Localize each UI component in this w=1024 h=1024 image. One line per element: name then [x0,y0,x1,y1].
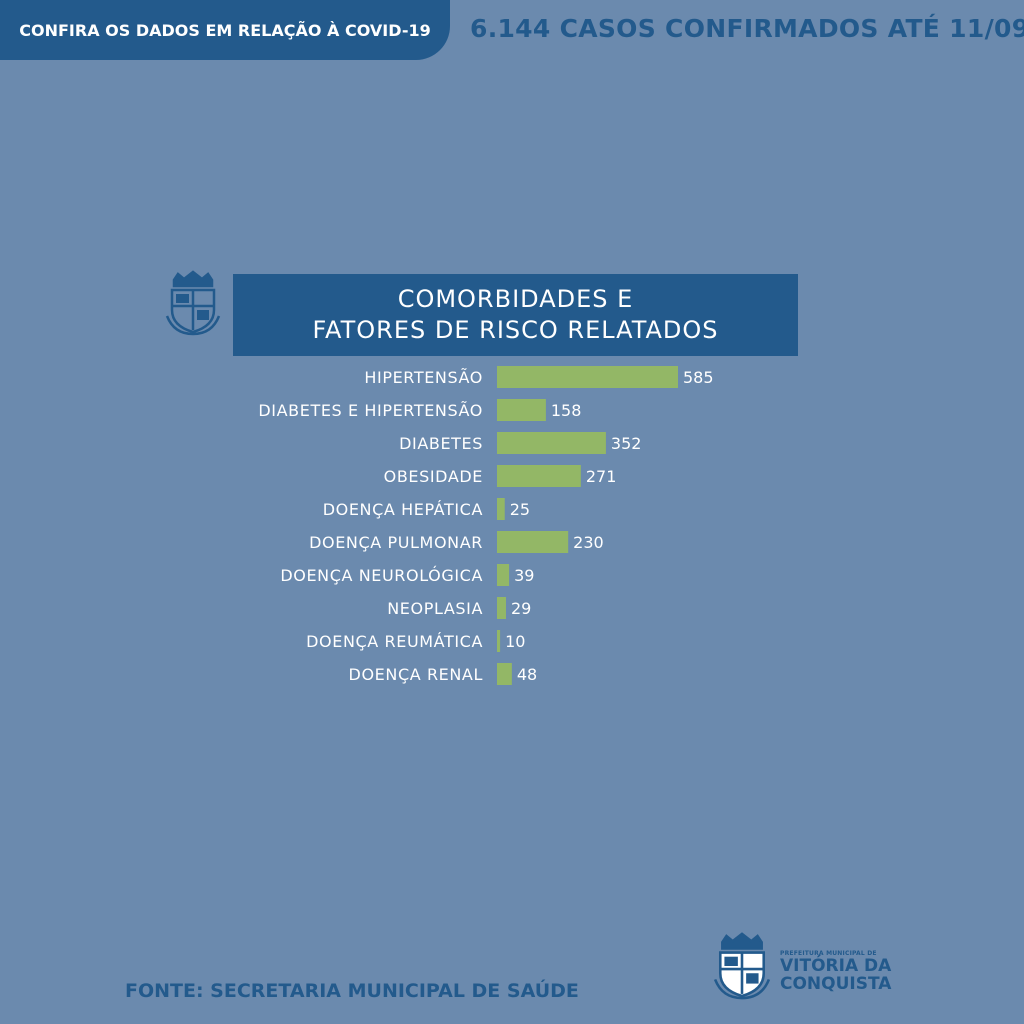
category-label: DOENÇA NEUROLÓGICA [280,566,483,585]
chart-title: COMORBIDADES E FATORES DE RISCO RELATADO… [233,274,798,356]
logo-small-text: PREFEITURA MUNICIPAL DE [780,950,877,957]
data-label: 29 [511,599,531,618]
bar [497,366,678,388]
category-label: DOENÇA PULMONAR [309,533,483,552]
bar [497,564,510,586]
category-label: DOENÇA REUMÁTICA [306,632,483,651]
logo-line-1: VITÓRIA DA [780,956,892,976]
category-label: OBESIDADE [384,467,483,486]
category-label: DOENÇA HEPÁTICA [323,500,483,519]
chart-title-line-1: COMORBIDADES E [397,285,634,313]
crest-icon [713,932,771,1000]
bar [497,597,506,619]
data-label: 230 [573,533,604,552]
cases-headline: 6.144 CASOS CONFIRMADOS ATÉ 11/09 [470,14,1024,43]
data-label: 48 [517,665,537,684]
category-label: DOENÇA RENAL [349,665,483,684]
bar [497,663,512,685]
data-label: 271 [586,467,617,486]
chart-title-line-2: FATORES DE RISCO RELATADOS [312,316,719,344]
bar [497,498,505,520]
data-label: 10 [505,632,525,651]
bar [497,465,581,487]
data-label: 158 [551,401,582,420]
bar [497,630,501,652]
header-tab-label: CONFIRA OS DADOS EM RELAÇÃO À COVID-19 [19,20,431,40]
bar [497,432,606,454]
crest-icon [165,270,221,336]
city-logo: PREFEITURA MUNICIPAL DE VITÓRIA DA CONQU… [712,930,912,1004]
data-label: 39 [514,566,534,585]
bar [497,399,546,421]
data-label: 25 [510,500,530,519]
category-label: NEOPLASIA [387,599,483,618]
source-footer: FONTE: SECRETARIA MUNICIPAL DE SAÚDE [125,980,579,1002]
bar [497,531,569,553]
logo-line-2: CONQUISTA [780,974,892,994]
header-tab: CONFIRA OS DADOS EM RELAÇÃO À COVID-19 [0,0,450,60]
category-label: HIPERTENSÃO [364,368,483,387]
data-label: 352 [611,434,642,453]
category-label: DIABETES [399,434,483,453]
data-label: 585 [683,368,714,387]
comorbidity-bar-chart: HIPERTENSÃO 585 DIABETES E HIPERTENSÃO 158 D… [258,366,714,685]
category-label: DIABETES E HIPERTENSÃO [258,401,483,420]
